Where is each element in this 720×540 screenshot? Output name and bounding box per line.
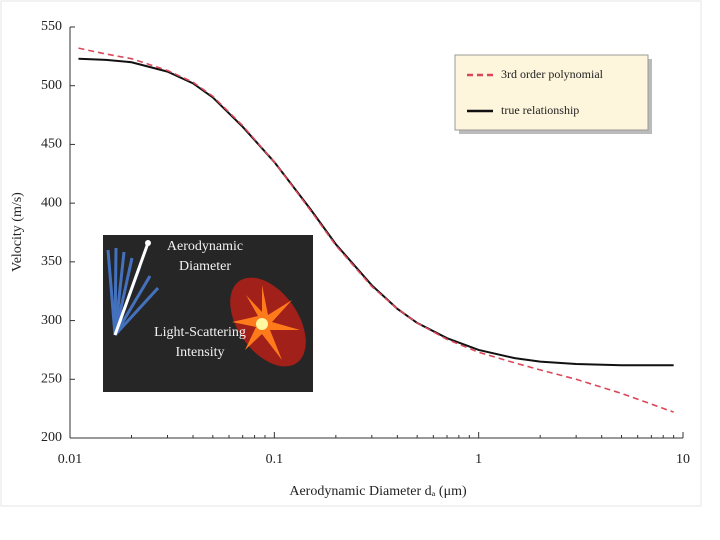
y-tick-label: 500 <box>41 78 62 93</box>
y-tick-label: 400 <box>41 195 62 210</box>
inset-image: Aerodynamic Diameter Light-Scattering Inten… <box>103 235 313 392</box>
inset-label: Aerodynamic <box>167 239 243 254</box>
inset-label: Light-Scattering <box>154 325 246 340</box>
legend-label: 3rd order polynomial <box>501 67 604 81</box>
legend <box>454 54 652 134</box>
inset-label: Diameter <box>179 259 231 274</box>
particle-track <box>113 242 150 336</box>
y-tick-label: 350 <box>41 254 62 269</box>
x-tick-label: 10 <box>676 452 690 467</box>
x-tick-label: 0.1 <box>266 452 284 467</box>
y-tick-label: 450 <box>41 137 62 152</box>
y-axis-label: Velocity (m/s) <box>10 192 25 272</box>
y-tick-label: 200 <box>41 430 62 445</box>
y-tick-label: 300 <box>41 313 62 328</box>
y-tick-label: 250 <box>41 372 62 387</box>
legend-box <box>454 54 649 131</box>
x-tick-label: 0.01 <box>58 452 83 467</box>
chart-frame <box>0 0 702 507</box>
starburst-core <box>256 318 268 330</box>
x-axis-label: Aerodynamic Diameter dₐ (μm) <box>289 484 467 499</box>
inset-label: Intensity <box>176 345 225 360</box>
series-line <box>78 47 674 413</box>
x-tick-label: 1 <box>475 452 482 467</box>
y-tick-label: 550 <box>41 19 62 34</box>
legend-label: true relationship <box>501 103 579 117</box>
particle <box>145 240 151 246</box>
